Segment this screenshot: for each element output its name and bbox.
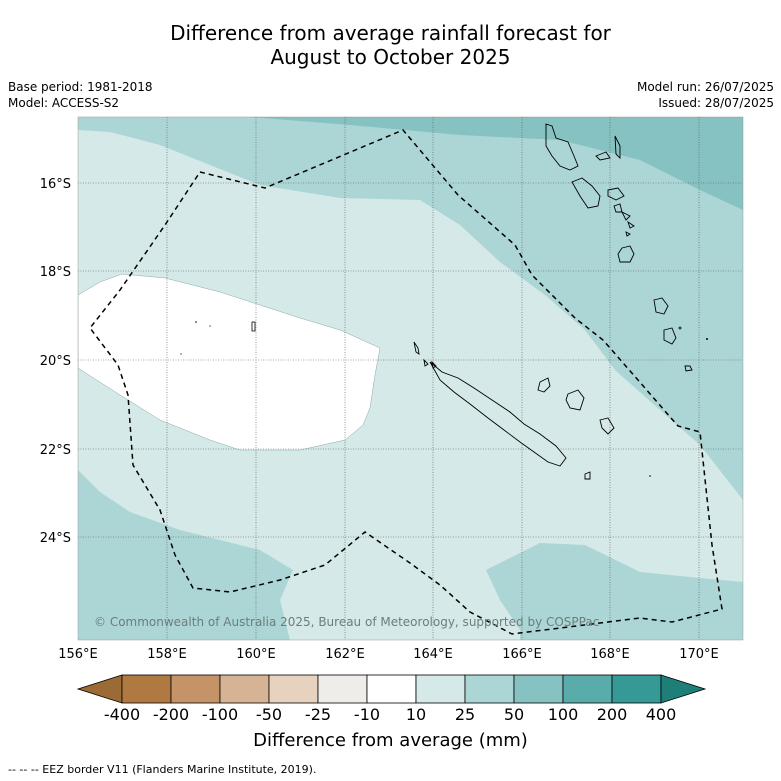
vanuatu-islands: [545, 123, 579, 171]
colorbar-tick-label: 400: [646, 705, 677, 724]
lat-label: 24°S: [40, 531, 71, 546]
colorbar-title: Difference from average (mm): [253, 730, 528, 751]
colorbar-segment: [219, 674, 270, 704]
lon-label: 160°E: [236, 647, 276, 662]
eez-legend-note: -- -- -- EEZ border V11 (Flanders Marine…: [8, 763, 317, 776]
rainfall-map: [78, 117, 743, 640]
issued-text: Issued: 28/07/2025: [658, 96, 774, 110]
colorbar-tick-label: -25: [305, 705, 331, 724]
colorbar-tick-label: 50: [504, 705, 524, 724]
band-10-25: [78, 130, 743, 640]
colorbar-segment: [562, 674, 613, 704]
meta-right: Model run: 26/07/2025 Issued: 28/07/2025: [637, 79, 774, 111]
band-neutral: [78, 273, 381, 451]
colorbar-tick-label: 25: [455, 705, 475, 724]
colorbar-tick-label: -100: [202, 705, 238, 724]
lon-label: 164°E: [413, 647, 453, 662]
lon-label: 168°E: [590, 647, 630, 662]
loyalty-islands: [537, 377, 551, 393]
lon-label: 162°E: [325, 647, 365, 662]
colorbar-segment: [464, 674, 515, 704]
lon-label: 166°E: [502, 647, 542, 662]
colorbar-segment: [611, 674, 662, 704]
latitude-labels: 16°S 18°S 20°S 22°S 24°S: [40, 177, 71, 546]
new-caledonia-island: [429, 361, 567, 467]
lon-label: 170°E: [679, 647, 719, 662]
colorbar-segment: [415, 674, 466, 704]
colorbar-segment: [121, 674, 172, 704]
graticule: [78, 117, 743, 640]
lon-label: 156°E: [58, 647, 98, 662]
model-run-text: Model run: 26/07/2025: [636, 80, 774, 94]
lat-label: 22°S: [40, 443, 71, 458]
colorbar-segment: [170, 674, 221, 704]
copyright-text: © Commonwealth of Australia 2025, Bureau…: [94, 615, 599, 629]
longitude-labels: 156°E 158°E 160°E 162°E 164°E 166°E 168°…: [58, 647, 719, 662]
colorbar-extend-low: [76, 674, 123, 704]
map-title-line2: August to October 2025: [270, 45, 511, 69]
colorbar: -400 -200 -100 -50 -25 -10 10 25 50 100 200 400: [76, 674, 707, 724]
model-text: Model: ACCESS-S2: [8, 96, 120, 110]
colorbar-tick-label: -400: [104, 705, 140, 724]
colorbar-tick-label: 100: [548, 705, 579, 724]
meta-left: Base period: 1981-2018 Model: ACCESS-S2: [8, 79, 153, 111]
chesterfield-reefs: [251, 321, 256, 332]
lat-label: 16°S: [40, 177, 71, 192]
colorbar-tick-label: 10: [406, 705, 426, 724]
map-frame: [77, 116, 744, 641]
eez-border: [89, 129, 723, 635]
lon-label: 158°E: [147, 647, 187, 662]
colorbar-segment: [268, 674, 319, 704]
colorbar-tick-label: -10: [354, 705, 380, 724]
band-50-100: [250, 117, 743, 210]
colorbar-extend-high: [660, 674, 707, 704]
colorbar-tick-label: -50: [256, 705, 282, 724]
base-period-text: Base period: 1981-2018: [8, 80, 153, 94]
colorbar-tick-label: -200: [153, 705, 189, 724]
colorbar-segment: [317, 674, 368, 704]
lat-label: 18°S: [40, 265, 71, 280]
colorbar-tick-label: 200: [597, 705, 628, 724]
colorbar-segment: [513, 674, 564, 704]
lat-label: 20°S: [40, 354, 71, 369]
map-title-line1: Difference from average rainfall forecas…: [170, 21, 611, 45]
colorbar-segment: [366, 674, 417, 704]
